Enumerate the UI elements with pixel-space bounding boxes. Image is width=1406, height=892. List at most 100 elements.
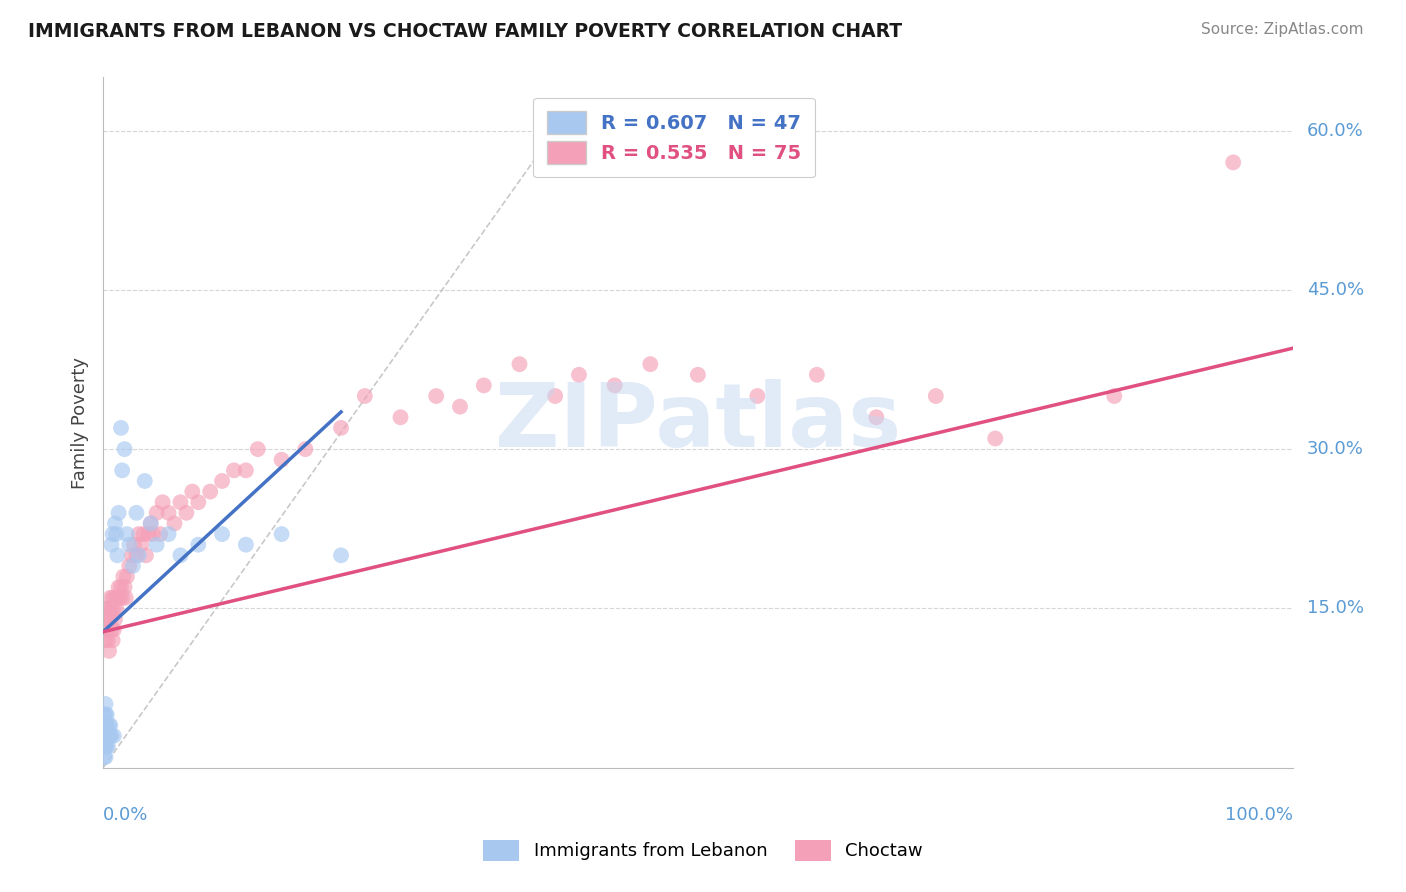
Point [98,718,121,732]
Point [198,484,221,499]
Point [353,389,375,403]
Point [544,389,567,403]
Point [103,729,125,743]
Point [122,558,145,573]
Point [100,601,122,615]
Point [107,591,129,605]
Point [1102,389,1125,403]
Point [603,378,626,392]
Text: IMMIGRANTS FROM LEBANON VS CHOCTAW FAMILY POVERTY CORRELATION CHART: IMMIGRANTS FROM LEBANON VS CHOCTAW FAMIL… [28,22,903,41]
Point [110,421,132,435]
Point [139,516,162,531]
Point [96,707,118,722]
Point [125,549,148,563]
Point [114,442,136,456]
Point [105,527,128,541]
Point [98,644,121,658]
Point [101,633,124,648]
Point [97,739,120,754]
Point [108,591,131,605]
Point [128,527,150,541]
Point [104,516,127,531]
Point [93,707,115,722]
Point [98,601,121,615]
Point [330,421,353,435]
Legend: Immigrants from Lebanon, Choctaw: Immigrants from Lebanon, Choctaw [474,830,932,870]
Point [97,729,120,743]
Point [157,506,180,520]
Point [270,452,292,467]
Point [115,569,138,583]
Point [105,601,128,615]
Point [136,527,159,541]
Point [142,527,165,541]
Point [568,368,591,382]
Point [114,591,136,605]
Legend: R = 0.607   N = 47, R = 0.535   N = 75: R = 0.607 N = 47, R = 0.535 N = 75 [533,97,815,178]
Point [149,527,172,541]
Point [122,538,145,552]
Y-axis label: Family Poverty: Family Poverty [72,357,89,489]
Point [104,612,127,626]
Point [111,463,134,477]
Point [128,549,150,563]
Point [330,549,353,563]
Point [1222,155,1244,169]
Point [121,549,143,563]
Point [235,463,257,477]
Point [139,516,162,531]
Point [96,718,118,732]
Point [98,591,121,605]
Point [134,474,156,488]
Point [100,538,122,552]
Point [187,495,209,509]
Point [169,495,191,509]
Point [125,506,148,520]
Point [425,389,447,403]
Point [925,389,948,403]
Point [94,729,117,743]
Point [111,591,134,605]
Point [163,516,186,531]
Point [98,729,121,743]
Point [107,506,129,520]
Point [96,739,118,754]
Point [107,580,129,594]
Point [211,527,233,541]
Point [118,558,141,573]
Point [294,442,316,456]
Point [640,357,662,371]
Text: 15.0%: 15.0% [1308,599,1364,617]
Point [472,378,495,392]
Point [93,750,115,764]
Point [181,484,204,499]
Point [145,538,167,552]
Point [93,739,115,754]
Point [96,729,118,743]
Point [94,697,117,711]
Point [96,623,118,637]
Point [222,463,245,477]
Point [101,591,124,605]
Point [100,729,122,743]
Point [94,718,117,732]
Point [865,410,887,425]
Point [112,569,135,583]
Point [152,495,174,509]
Point [508,357,530,371]
Point [686,368,709,382]
Text: 0.0%: 0.0% [103,805,149,823]
Point [97,633,120,648]
Point [211,474,233,488]
Point [176,506,198,520]
Point [103,623,125,637]
Point [115,527,138,541]
Point [94,739,117,754]
Text: 30.0%: 30.0% [1308,440,1364,458]
Text: 100.0%: 100.0% [1225,805,1292,823]
Point [145,506,167,520]
Point [97,612,120,626]
Point [94,612,117,626]
Point [169,549,191,563]
Text: 45.0%: 45.0% [1308,281,1364,299]
